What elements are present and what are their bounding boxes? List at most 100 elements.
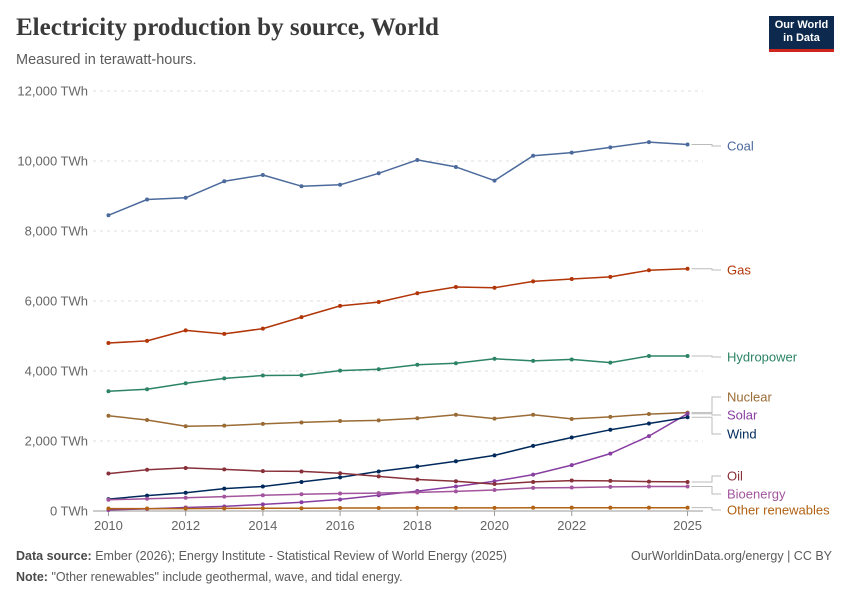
data-point-hydropower	[569, 357, 574, 362]
data-point-gas	[183, 328, 188, 333]
data-point-nuclear	[569, 416, 574, 421]
note-text: "Other renewables" include geothermal, w…	[51, 570, 403, 584]
data-point-solar	[685, 411, 690, 416]
x-tick-label: 2014	[248, 518, 277, 533]
logo-line-1: Our World	[774, 19, 829, 31]
data-point-bioenergy	[492, 488, 497, 492]
label-leader-solar	[691, 413, 721, 416]
x-tick-label: 2016	[326, 518, 355, 533]
series-line-other-renewables	[108, 506, 688, 510]
data-point-oil	[608, 478, 613, 483]
data-point-nuclear	[415, 416, 420, 421]
series-bioenergy	[106, 484, 690, 502]
series-label-bioenergy: Bioenergy	[727, 487, 786, 502]
data-point-other-renewables	[453, 505, 458, 510]
x-tick-label: 2012	[171, 518, 200, 533]
y-tick-label: 8,000 TWh	[25, 224, 88, 239]
data-point-hydropower	[222, 376, 227, 381]
data-point-bioenergy	[299, 492, 304, 497]
data-point-solar	[338, 497, 343, 502]
data-point-coal	[531, 153, 536, 158]
data-point-gas	[260, 326, 265, 331]
data-point-oil	[453, 479, 458, 484]
data-source-text: Ember (2026); Energy Institute - Statist…	[95, 549, 507, 563]
series-label-oil: Oil	[727, 469, 743, 484]
data-point-hydropower	[646, 353, 651, 358]
chart-subtitle: Measured in terawatt-hours.	[16, 52, 197, 68]
data-point-coal	[415, 157, 420, 162]
data-point-bioenergy	[183, 495, 188, 500]
data-point-gas	[492, 285, 497, 290]
data-point-hydropower	[183, 381, 188, 386]
data-point-wind	[222, 486, 227, 491]
series-hydropower	[106, 353, 690, 394]
y-tick-label: 10,000 TWh	[17, 154, 88, 169]
x-tick-label: 2010	[94, 518, 123, 533]
y-tick-label: 0 TWh	[50, 504, 88, 519]
series-line-nuclear	[108, 411, 688, 428]
data-point-oil	[106, 471, 111, 476]
data-point-coal	[569, 150, 574, 155]
data-point-gas	[569, 276, 574, 281]
data-point-wind	[492, 453, 497, 458]
owid-logo[interactable]: Our World in Data	[769, 16, 834, 52]
series-label-coal: Coal	[727, 139, 754, 154]
data-point-coal	[492, 178, 497, 183]
data-point-oil	[492, 482, 497, 487]
logo-line-2: in Data	[783, 32, 820, 44]
x-tick-label: 2018	[403, 518, 432, 533]
data-point-solar	[569, 463, 574, 468]
data-point-bioenergy	[376, 491, 381, 496]
data-point-wind	[376, 469, 381, 474]
series-label-gas: Gas	[727, 263, 751, 278]
data-point-oil	[415, 477, 420, 482]
data-point-bioenergy	[453, 489, 458, 494]
series-wind	[106, 415, 690, 502]
data-point-bioenergy	[685, 484, 690, 489]
data-point-gas	[222, 331, 227, 336]
data-point-other-renewables	[492, 505, 497, 510]
series-line-oil	[108, 467, 688, 485]
data-point-wind	[569, 435, 574, 440]
data-point-coal	[646, 140, 651, 145]
data-point-coal	[260, 173, 265, 177]
data-point-hydropower	[531, 358, 536, 363]
series-label-nuclear: Nuclear	[727, 390, 772, 405]
series-label-wind: Wind	[727, 427, 757, 442]
label-leader-other-renewables	[691, 507, 721, 511]
data-point-coal	[338, 182, 343, 187]
data-point-bioenergy	[260, 493, 265, 498]
x-tick-label: 2022	[557, 518, 586, 533]
data-point-wind	[145, 493, 150, 498]
series-label-other-renewables: Other renewables	[727, 503, 830, 518]
data-point-bioenergy	[222, 494, 227, 499]
data-point-hydropower	[145, 387, 150, 392]
data-point-gas	[608, 274, 613, 279]
data-point-nuclear	[106, 413, 111, 418]
y-tick-label: 12,000 TWh	[17, 84, 88, 99]
data-point-bioenergy	[608, 484, 613, 489]
credit-link[interactable]: OurWorldinData.org/energy | CC BY	[630, 549, 832, 563]
data-point-wind	[646, 421, 651, 426]
data-point-nuclear	[183, 424, 188, 429]
series-nuclear	[106, 410, 690, 429]
data-point-other-renewables	[183, 506, 188, 511]
data-point-hydropower	[453, 361, 458, 366]
data-point-nuclear	[260, 421, 265, 426]
data-point-coal	[685, 142, 690, 147]
series-gas	[106, 266, 690, 345]
data-point-coal	[608, 145, 613, 150]
data-point-nuclear	[646, 412, 651, 417]
data-point-other-renewables	[145, 506, 150, 511]
data-point-other-renewables	[376, 506, 381, 511]
data-point-gas	[106, 341, 111, 345]
series-line-coal	[108, 141, 688, 216]
data-point-oil	[299, 469, 304, 474]
label-leader-hydropower	[691, 355, 721, 358]
series-line-hydropower	[108, 355, 688, 393]
data-point-other-renewables	[685, 505, 690, 510]
data-point-coal	[145, 197, 150, 202]
data-point-nuclear	[222, 423, 227, 428]
data-point-nuclear	[299, 420, 304, 425]
